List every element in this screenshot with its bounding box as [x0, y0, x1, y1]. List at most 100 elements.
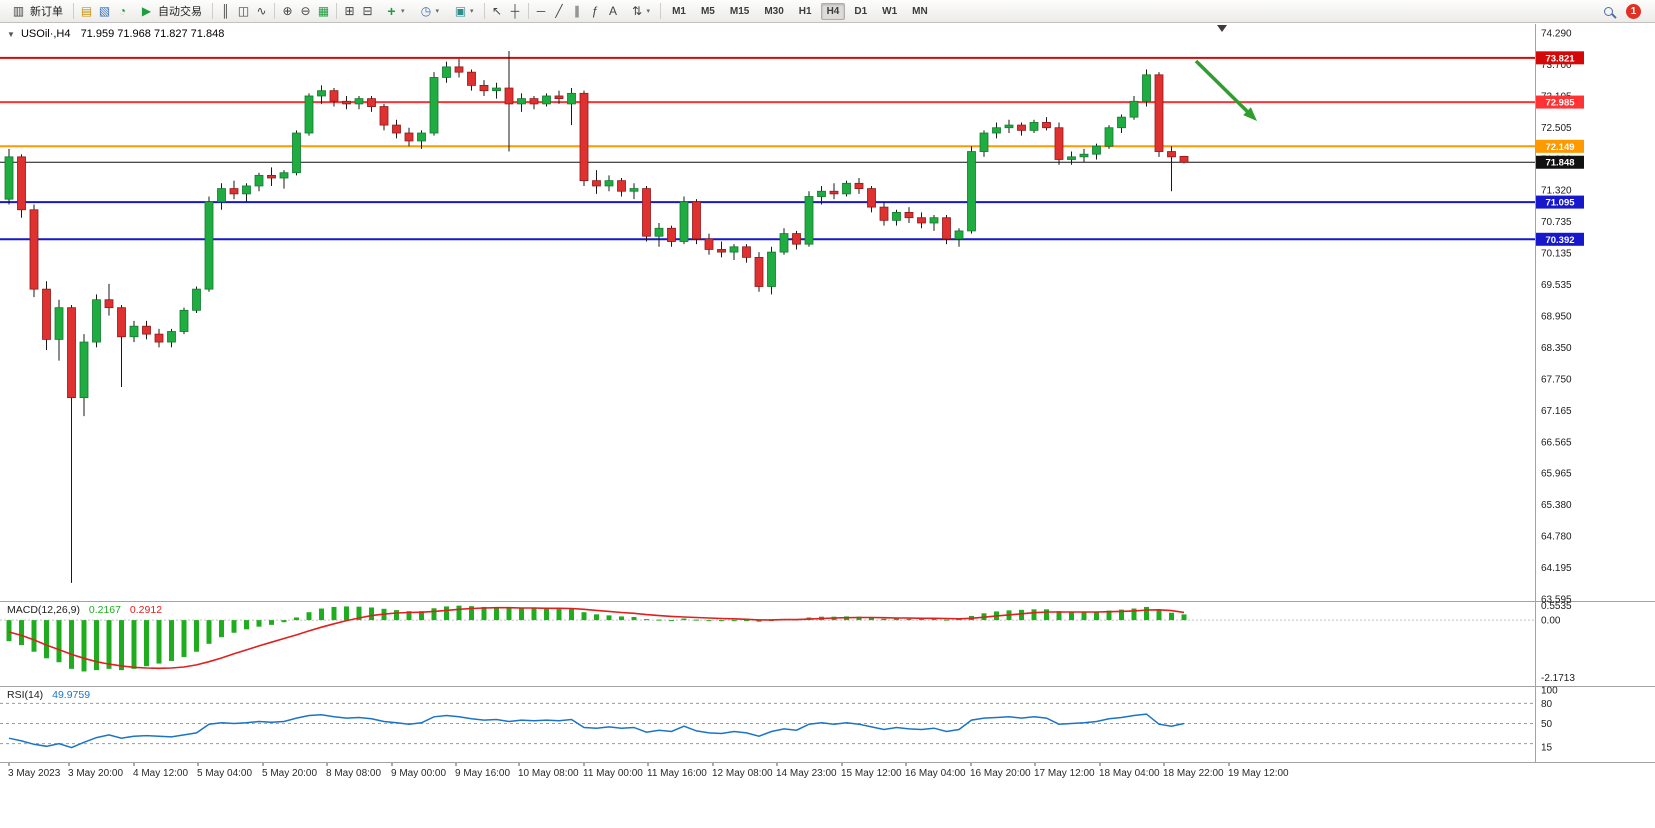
candle-down	[229, 188, 239, 195]
svg-text:4 May 12:00: 4 May 12:00	[133, 768, 188, 779]
svg-text:-2.1713: -2.1713	[1541, 673, 1575, 684]
candle-down	[754, 256, 764, 287]
candle-up	[1129, 100, 1139, 118]
zoom-out-icon[interactable]: ⊖	[300, 4, 311, 18]
svg-text:3 May 2023: 3 May 2023	[8, 768, 61, 779]
candle-up	[442, 66, 451, 78]
autotrading-button[interactable]: ▶ 自动交易	[132, 1, 208, 21]
timeframe-m30[interactable]: M30	[764, 5, 784, 17]
timeframe-d1[interactable]: D1	[854, 5, 868, 17]
timeframe-m1[interactable]: M1	[672, 5, 686, 17]
notification-badge[interactable]: 1	[1626, 3, 1641, 19]
history-center-icon[interactable]: ◔	[118, 4, 127, 18]
candle-up	[242, 185, 251, 195]
svg-text:71.848: 71.848	[1545, 158, 1574, 169]
svg-text:100: 100	[1541, 686, 1558, 697]
candle-down	[367, 98, 376, 107]
tile-windows-icon[interactable]: ⊞	[344, 4, 355, 18]
add-indicator-button[interactable]: + ▾	[377, 1, 411, 21]
candlestick-chart-icon[interactable]: ◫	[237, 4, 250, 18]
candle-up	[1079, 153, 1089, 158]
horizontal-line-tool-icon[interactable]: ─	[536, 4, 546, 18]
candle-up	[954, 230, 964, 240]
trend-arrow[interactable]	[1194, 59, 1257, 121]
symbol-info: ▼ USOil·,H4 71.959 71.968 71.827 71.848	[7, 28, 224, 40]
text-tool-icon[interactable]: A	[609, 4, 618, 18]
svg-text:5 May 20:00: 5 May 20:00	[262, 768, 317, 779]
crosshair-icon[interactable]: ┼	[510, 4, 520, 18]
separator	[660, 3, 662, 19]
new-order-button[interactable]: ▥ 新订单	[4, 1, 69, 21]
candle-up	[1067, 156, 1076, 160]
candle-down	[692, 201, 701, 240]
timeframe-mn[interactable]: MN	[912, 5, 928, 17]
periods-button[interactable]: ◷ ▾	[412, 1, 446, 21]
svg-text:12 May 08:00: 12 May 08:00	[712, 768, 773, 779]
candle-down	[579, 92, 589, 182]
candle-down	[379, 106, 389, 126]
candle-up	[192, 288, 201, 311]
templates-button[interactable]: ▣ ▾	[446, 1, 480, 21]
candle-up	[179, 309, 189, 332]
line-chart-icon[interactable]: ∿	[256, 4, 267, 18]
svg-text:72.505: 72.505	[1541, 123, 1572, 134]
separator	[73, 3, 74, 19]
trendline-tool-icon[interactable]: ╱	[555, 4, 563, 18]
candle-down	[42, 288, 51, 340]
cursor-icon[interactable]: ↖	[492, 4, 503, 18]
candle-up	[254, 174, 264, 187]
search-icon[interactable]	[1600, 2, 1617, 20]
candle-up	[804, 196, 814, 245]
horizontal-lines[interactable]	[0, 56, 1535, 241]
svg-text:70.135: 70.135	[1541, 249, 1572, 260]
candle-up	[517, 98, 526, 105]
fibonacci-tool-icon[interactable]: ƒ	[591, 4, 599, 18]
autotrading-label: 自动交易	[158, 6, 202, 18]
candle-up	[604, 180, 614, 187]
svg-text:9 May 16:00: 9 May 16:00	[455, 768, 510, 779]
candle-up	[892, 212, 901, 221]
timeframe-m5[interactable]: M5	[700, 5, 715, 17]
candle-down	[142, 325, 151, 335]
separator	[527, 3, 529, 19]
svg-text:8 May 08:00: 8 May 08:00	[326, 768, 381, 779]
collapse-triangle-icon[interactable]: ▼	[7, 30, 15, 39]
grid-icon[interactable]: ▦	[317, 4, 330, 18]
candle-down	[1054, 127, 1064, 160]
candle-up	[204, 201, 214, 290]
svg-text:14 May 23:00: 14 May 23:00	[776, 768, 837, 779]
chart-shift-marker[interactable]	[1217, 25, 1227, 32]
market-watch-icon[interactable]: ▤	[80, 4, 93, 18]
cascade-windows-icon[interactable]: ⊟	[362, 4, 373, 18]
candle-up	[567, 92, 576, 105]
candle-down	[742, 246, 751, 258]
navigator-icon[interactable]: ▧	[98, 4, 111, 18]
candle-down	[117, 307, 126, 338]
svg-text:66.565: 66.565	[1541, 437, 1572, 448]
zoom-in-icon[interactable]: ⊕	[282, 4, 293, 18]
magnifier-glyph	[1604, 6, 1613, 16]
timeframe-m15[interactable]: M15	[729, 5, 750, 17]
candle-down	[329, 90, 339, 102]
candle-up	[679, 201, 689, 242]
candle-up	[1004, 124, 1014, 129]
arrows-tool-button[interactable]: ⇅ ▾	[623, 1, 657, 21]
candle-up	[729, 246, 739, 253]
timeframe-w1[interactable]: W1	[882, 5, 898, 17]
timeframe-h4[interactable]: H4	[820, 2, 846, 20]
svg-text:16 May 20:00: 16 May 20:00	[970, 768, 1031, 779]
bar-chart-icon[interactable]: ║	[221, 4, 230, 18]
macd-name: MACD(12,26,9)	[7, 604, 80, 616]
candle-down	[717, 249, 726, 253]
timeframe-h1[interactable]: H1	[798, 5, 812, 17]
candle-down	[942, 217, 951, 240]
template-icon: ▣	[454, 4, 467, 18]
candle-down	[917, 217, 926, 224]
candle-down	[904, 212, 914, 219]
candle-down	[1179, 155, 1189, 163]
macd-label: MACD(12,26,9) 0.2167 0.2912	[7, 604, 162, 616]
channel-tool-icon[interactable]: ∥	[574, 4, 581, 18]
candle-up	[1092, 145, 1101, 155]
toolbar: ▥ 新订单 ▤ ▧ ◔ ▶ 自动交易 ║ ◫ ∿ ⊕ ⊖ ▦ ⊞ ⊟ + ▾ ◷…	[0, 0, 1655, 23]
